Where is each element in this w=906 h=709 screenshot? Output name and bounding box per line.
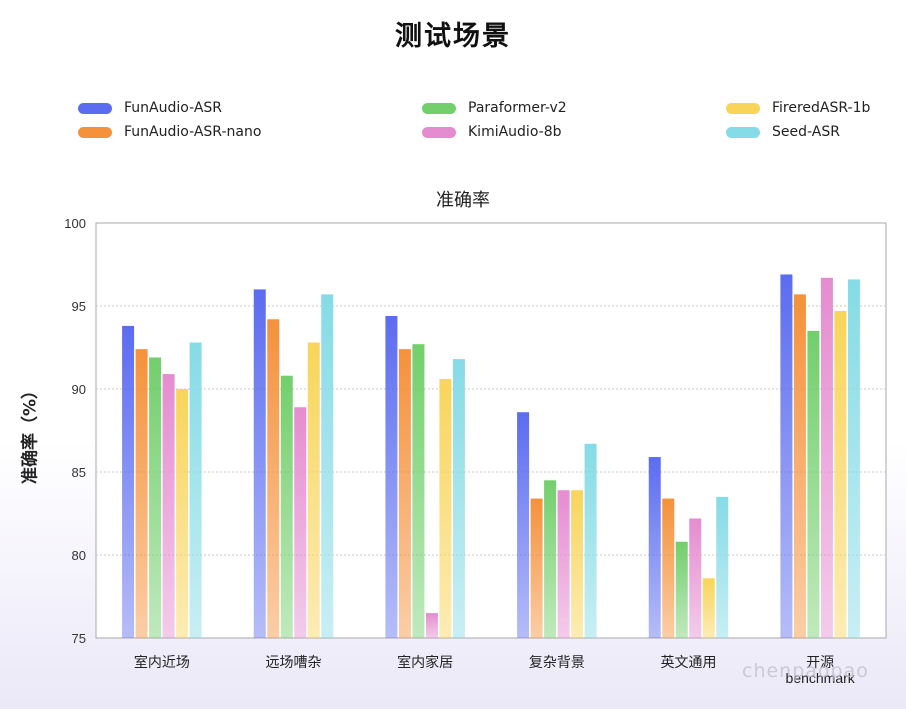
chart-legend: FunAudio-ASR FunAudio-ASR-nano Paraforme…: [78, 100, 878, 144]
page-title: 测试场景: [395, 21, 511, 52]
x-tick-label: 英文通用: [661, 654, 717, 670]
bar: [385, 315, 398, 638]
bar: [280, 375, 293, 638]
bar: [689, 518, 702, 638]
bar: [122, 325, 135, 638]
legend-swatch: [422, 126, 456, 138]
legend-swatch: [422, 102, 456, 114]
x-tick-label: 复杂背景: [529, 654, 585, 670]
legend-label: FunAudio-ASR-nano: [124, 124, 262, 140]
bar: [662, 498, 675, 638]
legend-swatch: [726, 126, 760, 138]
legend-item-funaudio-asr[interactable]: FunAudio-ASR: [78, 100, 222, 116]
y-tick-label: 100: [64, 216, 86, 231]
bar: [307, 342, 320, 638]
bar: [439, 379, 452, 638]
x-tick-label: 室内近场: [134, 654, 190, 670]
chart-title: 准确率: [436, 190, 490, 211]
legend-label: FunAudio-ASR: [124, 100, 223, 116]
legend-swatch: [726, 102, 760, 114]
bar: [834, 310, 847, 638]
bar: [820, 277, 833, 638]
bar: [517, 412, 530, 638]
y-tick-label: 75: [72, 631, 86, 646]
bar: [530, 498, 543, 638]
bar: [571, 490, 584, 638]
x-tick-label: 开源: [806, 654, 834, 670]
bar: [675, 541, 688, 638]
legend-item-kimiaudio-8b[interactable]: KimiAudio-8b: [422, 124, 562, 140]
legend-label: FireredASR-1b: [772, 100, 871, 116]
bar: [807, 330, 820, 638]
legend-item-funaudio-asr-nano[interactable]: FunAudio-ASR-nano: [78, 124, 261, 140]
legend-swatch: [78, 102, 112, 114]
bar: [584, 443, 597, 638]
bar: [702, 578, 715, 638]
y-tick-label: 85: [72, 465, 86, 480]
bar: [648, 457, 661, 638]
bar: [267, 319, 280, 638]
y-tick-label: 90: [72, 382, 86, 397]
x-tick-label: 远场嘈杂: [266, 654, 322, 670]
bar: [412, 344, 425, 638]
bar: [176, 389, 189, 638]
y-tick-label: 95: [72, 299, 86, 314]
bar: [149, 357, 162, 638]
watermark: chenpaopao: [742, 660, 869, 682]
legend-label: Seed-ASR: [772, 124, 840, 140]
bar: [544, 480, 557, 638]
bar: [162, 374, 175, 638]
legend-label: KimiAudio-8b: [468, 124, 562, 140]
plot-area: [95, 222, 887, 639]
bar: [253, 289, 266, 638]
legend-label: Paraformer-v2: [468, 100, 567, 116]
bar: [189, 342, 202, 638]
y-tick-label: 80: [72, 548, 86, 563]
bar: [793, 294, 806, 638]
bar: [716, 496, 729, 638]
bar: [847, 279, 860, 638]
bar: [557, 490, 570, 638]
bar: [398, 349, 411, 638]
legend-item-fireredasr-1b[interactable]: FireredASR-1b: [726, 100, 870, 116]
x-tick-label: benchmark: [786, 670, 856, 686]
bar: [425, 613, 438, 638]
bar: [135, 349, 148, 638]
bar: [321, 294, 334, 638]
bar: [294, 407, 307, 638]
legend-item-seed-asr[interactable]: Seed-ASR: [726, 124, 840, 140]
bar: [452, 359, 465, 638]
legend-swatch: [78, 126, 112, 138]
x-tick-label: 室内家居: [397, 654, 453, 670]
legend-item-paraformer-v2[interactable]: Paraformer-v2: [422, 100, 567, 116]
bar: [780, 274, 793, 638]
